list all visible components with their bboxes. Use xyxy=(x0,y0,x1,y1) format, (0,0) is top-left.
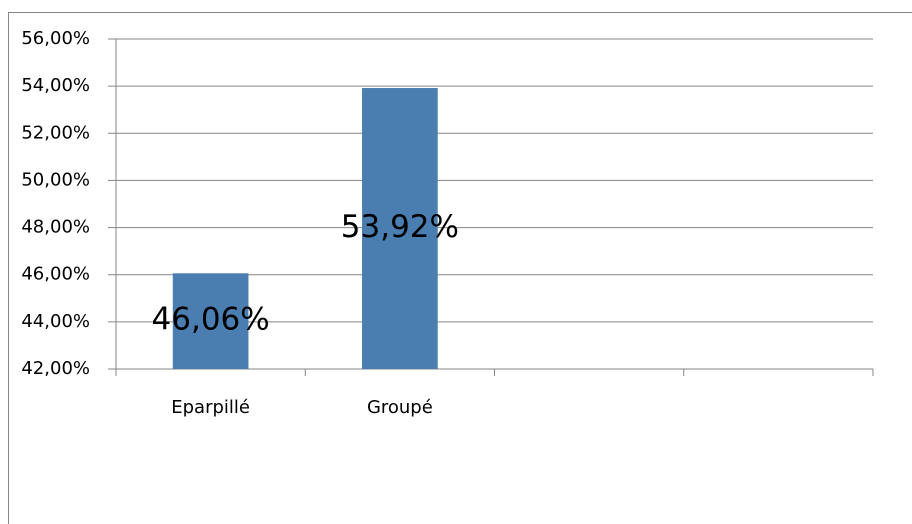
y-tick-label: 54,00% xyxy=(21,75,90,96)
value-label: 53,92% xyxy=(341,209,459,245)
y-tick-label: 46,00% xyxy=(21,264,90,285)
y-tick-label: 44,00% xyxy=(21,311,90,332)
x-tick-label: Eparpillé xyxy=(171,397,250,418)
y-tick-label: 48,00% xyxy=(21,217,90,238)
y-tick-label: 52,00% xyxy=(21,122,90,143)
y-tick-label: 50,00% xyxy=(21,169,90,190)
y-tick-label: 42,00% xyxy=(21,358,90,379)
y-tick-label: 56,00% xyxy=(21,28,90,49)
value-label: 46,06% xyxy=(152,302,270,338)
bar xyxy=(172,273,249,369)
bar xyxy=(362,88,438,370)
x-tick-label: Groupé xyxy=(367,397,433,418)
chart-frame xyxy=(8,12,912,524)
